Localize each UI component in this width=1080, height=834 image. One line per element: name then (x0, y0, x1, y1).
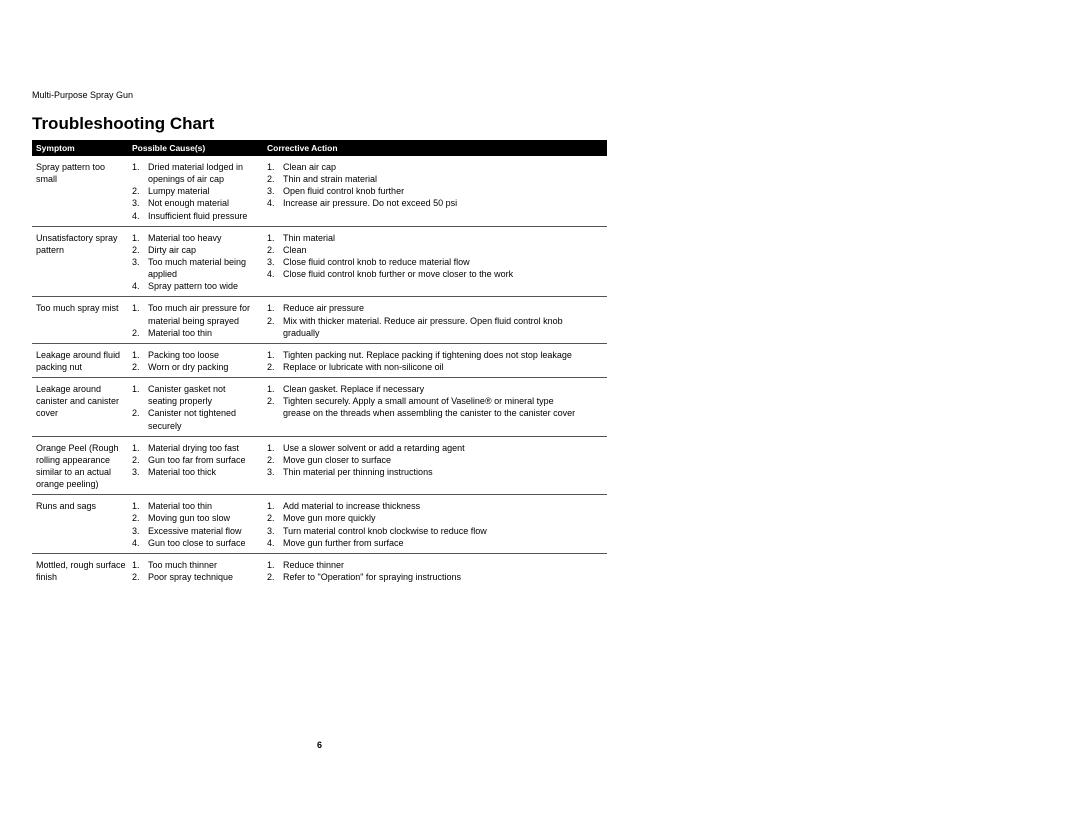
action-cell: 1.Reduce air pressure2.Mix with thicker … (267, 302, 587, 338)
symptom-cell: Spray pattern too small (36, 161, 132, 222)
table-row: Too much spray mist1.Too much air pressu… (32, 297, 607, 343)
action-cell: 1.Clean air cap2.Thin and strain materia… (267, 161, 587, 222)
symptom-cell: Leakage around canister and canister cov… (36, 383, 132, 432)
header-symptom: Symptom (36, 143, 132, 153)
page-number: 6 (32, 740, 607, 750)
action-cell: 1.Thin material2.Clean3.Close fluid cont… (267, 232, 587, 293)
table-row: Leakage around canister and canister cov… (32, 378, 607, 437)
table-row: Leakage around fluid packing nut1.Packin… (32, 344, 607, 378)
causes-cell: 1.Packing too loose2.Worn or dry packing (132, 349, 267, 373)
action-cell: 1.Tighten packing nut. Replace packing i… (267, 349, 587, 373)
header-action: Corrective Action (267, 143, 587, 153)
symptom-cell: Runs and sags (36, 500, 132, 549)
product-label: Multi-Purpose Spray Gun (32, 90, 607, 100)
table-body: Spray pattern too small1.Dried material … (32, 156, 607, 587)
causes-cell: 1.Material too heavy2.Dirty air cap3.Too… (132, 232, 267, 293)
causes-cell: 1.Material too thin2.Moving gun too slow… (132, 500, 267, 549)
causes-cell: 1.Too much air pressure for material bei… (132, 302, 267, 338)
action-cell: 1.Use a slower solvent or add a retardin… (267, 442, 587, 491)
header-causes: Possible Cause(s) (132, 143, 267, 153)
table-row: Orange Peel (Rough rolling appearance si… (32, 437, 607, 496)
symptom-cell: Leakage around fluid packing nut (36, 349, 132, 373)
action-cell: 1.Add material to increase thickness2.Mo… (267, 500, 587, 549)
symptom-cell: Orange Peel (Rough rolling appearance si… (36, 442, 132, 491)
table-row: Spray pattern too small1.Dried material … (32, 156, 607, 227)
table-row: Unsatisfactory spray pattern1.Material t… (32, 227, 607, 298)
page: Multi-Purpose Spray Gun Troubleshooting … (32, 90, 607, 587)
causes-cell: 1.Canister gasket not seating properly2.… (132, 383, 267, 432)
action-cell: 1.Reduce thinner2.Refer to "Operation" f… (267, 559, 587, 583)
symptom-cell: Too much spray mist (36, 302, 132, 338)
symptom-cell: Unsatisfactory spray pattern (36, 232, 132, 293)
table-row: Mottled, rough surface finish1.Too much … (32, 554, 607, 587)
symptom-cell: Mottled, rough surface finish (36, 559, 132, 583)
causes-cell: 1.Dried material lodged in openings of a… (132, 161, 267, 222)
causes-cell: 1.Too much thinner2.Poor spray technique (132, 559, 267, 583)
table-row: Runs and sags1.Material too thin2.Moving… (32, 495, 607, 554)
causes-cell: 1.Material drying too fast2.Gun too far … (132, 442, 267, 491)
action-cell: 1.Clean gasket. Replace if necessary2.Ti… (267, 383, 587, 432)
table-header: Symptom Possible Cause(s) Corrective Act… (32, 140, 607, 156)
page-title: Troubleshooting Chart (32, 114, 607, 134)
